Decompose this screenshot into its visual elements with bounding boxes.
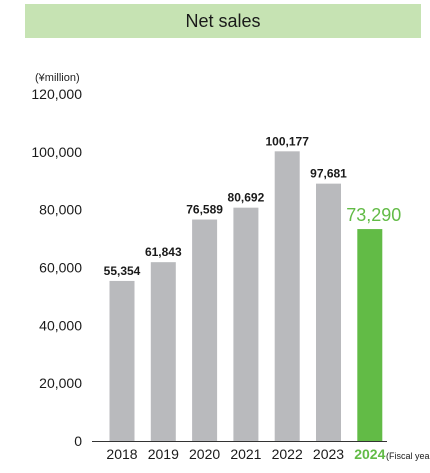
y-tick-label: 80,000 — [39, 202, 82, 218]
data-label-2023: 97,681 — [310, 167, 347, 181]
y-tick-label: 40,000 — [39, 317, 82, 333]
y-tick-label: 100,000 — [31, 144, 82, 160]
bar-2021 — [233, 207, 259, 441]
bar-2020 — [192, 219, 218, 441]
x-tick-label-2020: 2020 — [189, 446, 220, 462]
bar-2024 — [357, 229, 383, 441]
x-tick-label-2022: 2022 — [272, 446, 303, 462]
data-label-2022: 100,177 — [266, 134, 310, 148]
data-label-2018: 55,354 — [104, 264, 141, 278]
x-tick-label-2018: 2018 — [106, 446, 137, 462]
x-tick-label-2021: 2021 — [230, 446, 261, 462]
bar-2022 — [274, 151, 300, 441]
data-label-2019: 61,843 — [145, 245, 182, 259]
bar-2019 — [150, 262, 176, 441]
data-label-2024: 73,290 — [346, 205, 401, 225]
chart-title-banner: Net sales — [25, 4, 421, 38]
y-tick-label: 120,000 — [31, 86, 82, 102]
x-tick-label-2019: 2019 — [148, 446, 179, 462]
y-tick-label: 0 — [74, 433, 82, 449]
y-axis-unit-label: (¥million) — [35, 72, 80, 84]
y-tick-label: 60,000 — [39, 260, 82, 276]
chart-title: Net sales — [185, 10, 261, 31]
data-label-2021: 80,692 — [228, 191, 265, 205]
x-tick-label-2023: 2023 — [313, 446, 344, 462]
data-label-2020: 76,589 — [186, 203, 223, 217]
x-tick-label-2024: 2024 — [354, 446, 385, 462]
bar-2018 — [109, 280, 135, 441]
bar-2023 — [316, 183, 341, 441]
x-axis-unit-label: (Fiscal year) — [386, 451, 430, 461]
y-tick-label: 20,000 — [39, 375, 82, 391]
